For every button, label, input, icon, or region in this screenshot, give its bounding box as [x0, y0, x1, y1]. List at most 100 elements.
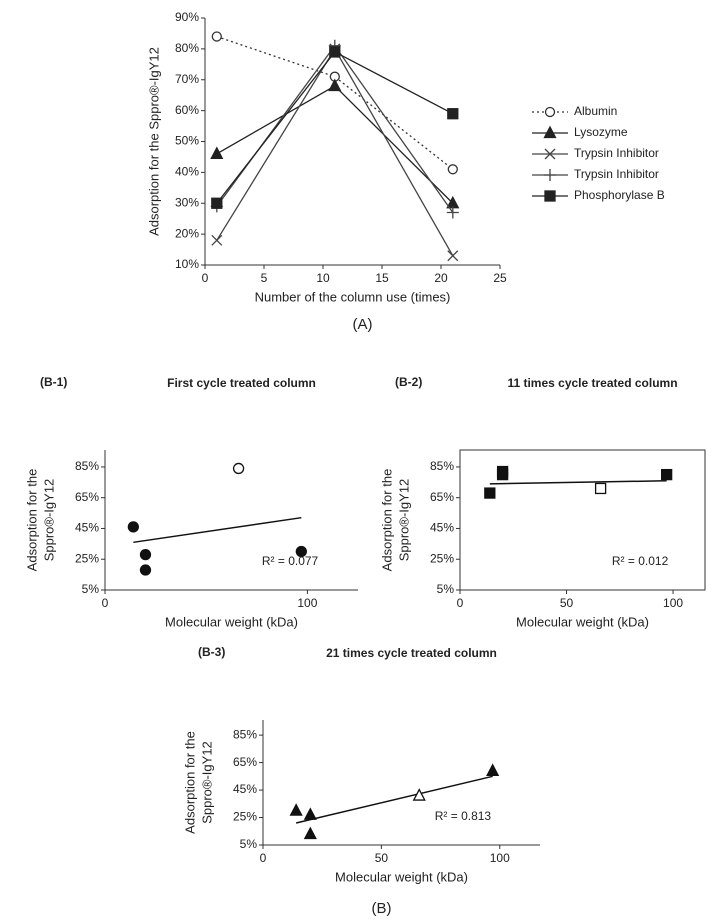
legend-label: Albumin: [574, 104, 617, 118]
caption: (B): [372, 900, 392, 917]
x-tick-label: 20: [434, 271, 448, 285]
point: [447, 164, 458, 175]
x-tick-label: 10: [316, 271, 330, 285]
point: [295, 545, 307, 558]
y-tick-label: 45%: [233, 782, 257, 796]
panel-label: (B-1): [40, 375, 67, 389]
series-line: [216, 85, 454, 204]
y-tick-label: 45%: [430, 521, 454, 535]
series-line: [216, 44, 454, 213]
chart-title: 21 times cycle treated column: [326, 646, 497, 660]
point: [289, 803, 303, 816]
y-tick-label: 60%: [175, 103, 199, 117]
x-axis-label: Number of the column use (times): [255, 289, 451, 304]
trendline: [295, 775, 493, 824]
y-tick-label: 5%: [240, 837, 258, 851]
point: [412, 788, 426, 801]
y-tick-label: 50%: [175, 134, 199, 148]
x-tick-label: 100: [663, 596, 683, 610]
y-tick-label: 65%: [233, 755, 257, 769]
point: [139, 548, 152, 561]
chart-title: 11 times cycle treated column: [507, 376, 677, 390]
x-axis-label: Molecular weight (kDa): [516, 614, 649, 629]
y-axis-label: Adsorption for the: [24, 469, 39, 572]
y-tick-label: 80%: [175, 41, 199, 55]
point: [446, 206, 459, 219]
annotation: R² = 0.077: [262, 554, 319, 568]
legend-marker: [544, 148, 556, 160]
y-axis-label: Adsorption for the: [182, 731, 197, 834]
x-tick-label: 15: [375, 271, 389, 285]
y-tick-label: 25%: [430, 551, 454, 565]
point: [484, 487, 496, 499]
point: [211, 197, 223, 209]
y-axis-label: Adsorption for the: [379, 469, 394, 572]
x-tick-label: 0: [202, 271, 209, 285]
y-tick-label: 5%: [82, 582, 100, 596]
legend-marker: [544, 106, 556, 118]
y-tick-label: 70%: [175, 72, 199, 86]
y-axis-label: Sppro®-IgY12: [396, 479, 411, 562]
y-tick-label: 90%: [175, 10, 199, 24]
x-tick-label: 0: [102, 596, 109, 610]
point: [447, 108, 459, 120]
y-tick-label: 5%: [437, 582, 455, 596]
annotation: R² = 0.012: [612, 554, 669, 568]
point: [486, 763, 500, 776]
x-axis-label: Molecular weight (kDa): [335, 869, 468, 884]
y-tick-label: 85%: [75, 459, 99, 473]
y-tick-label: 85%: [430, 459, 454, 473]
trendline: [133, 516, 302, 544]
x-tick-label: 0: [260, 851, 267, 865]
point: [211, 234, 223, 246]
point: [139, 564, 152, 576]
legend-marker: [544, 169, 556, 181]
panel-label: (B-3): [198, 645, 225, 659]
legend-label: Phosphorylase B: [574, 188, 665, 202]
x-tick-label: 100: [490, 851, 510, 865]
point: [210, 146, 224, 159]
point: [328, 78, 342, 92]
x-tick-label: 5: [261, 271, 268, 285]
y-tick-label: 25%: [233, 810, 257, 824]
point: [303, 826, 317, 840]
point: [594, 482, 607, 495]
legend-label: Lysozyme: [574, 125, 628, 139]
y-tick-label: 45%: [75, 521, 99, 535]
y-axis-label: Sppro®-IgY12: [199, 741, 214, 824]
x-tick-label: 100: [297, 596, 317, 610]
series-line: [216, 35, 454, 170]
point: [232, 462, 245, 475]
y-tick-label: 30%: [175, 195, 199, 209]
point: [303, 807, 317, 820]
point: [329, 46, 341, 58]
legend-marker: [543, 125, 557, 139]
y-axis-label: Adsorption for the Sppro®-IgY12: [146, 47, 161, 236]
point: [447, 250, 459, 262]
panel-label: (B-2): [395, 375, 422, 389]
x-tick-label: 50: [560, 596, 574, 610]
point: [661, 468, 673, 481]
x-tick-label: 50: [375, 851, 389, 865]
x-axis-label: Molecular weight (kDa): [165, 614, 298, 629]
y-tick-label: 65%: [430, 490, 454, 504]
legend-marker: [544, 190, 556, 202]
x-tick-label: 25: [493, 271, 507, 285]
chart-title: First cycle treated column: [167, 376, 316, 390]
y-axis-label: Sppro®-IgY12: [41, 479, 56, 562]
x-tick-label: 0: [457, 596, 464, 610]
caption: (A): [353, 316, 373, 333]
y-tick-label: 85%: [233, 727, 257, 741]
legend-label: Trypsin Inhibitor: [574, 167, 659, 181]
y-tick-label: 25%: [75, 551, 99, 565]
point: [496, 465, 509, 478]
y-tick-label: 20%: [175, 226, 199, 240]
y-tick-label: 10%: [175, 257, 199, 271]
y-tick-label: 65%: [75, 490, 99, 504]
point: [211, 31, 222, 42]
trendline: [489, 480, 667, 485]
legend-label: Trypsin Inhibitor: [574, 146, 659, 160]
y-tick-label: 40%: [175, 165, 199, 179]
point: [127, 521, 139, 533]
